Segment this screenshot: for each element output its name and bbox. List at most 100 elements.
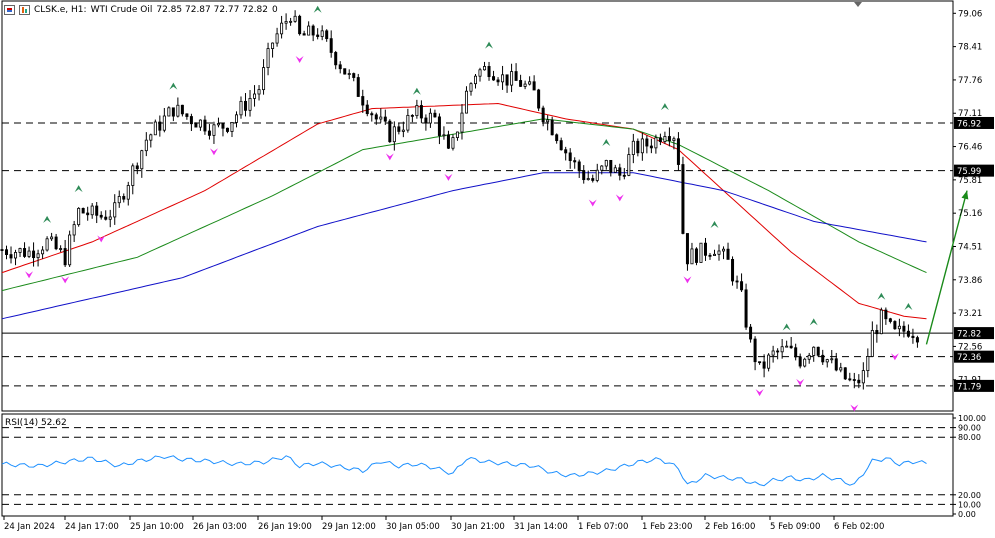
candle-bull: [510, 71, 514, 86]
candle-bear: [875, 330, 879, 335]
candle-bear: [843, 367, 847, 380]
candle-bull: [401, 129, 405, 132]
candle-bull: [275, 33, 279, 44]
candle-bear: [753, 338, 757, 363]
candle-bear: [370, 113, 374, 116]
candle-bull: [167, 107, 171, 117]
candle-bear: [816, 346, 820, 356]
candle-bear: [95, 205, 99, 216]
candle-bear: [203, 119, 207, 132]
candle-bull: [230, 121, 234, 132]
rsi-tick-label: 20.00: [958, 491, 981, 500]
candle-bull: [36, 253, 40, 259]
candle-bear: [487, 66, 491, 77]
candle-bull: [77, 207, 81, 226]
candle-bear: [158, 121, 162, 131]
fractal-down-marker: [97, 235, 106, 243]
chart-header: CLSK.e, H1: WTI Crude Oil 72.85 72.87 72…: [4, 3, 282, 17]
candle-bear: [582, 170, 586, 181]
candle-bear: [352, 73, 356, 78]
candle-bull: [473, 75, 477, 85]
current-price-label-box: [954, 327, 994, 340]
fractal-up-marker: [710, 220, 719, 228]
candle-bull: [50, 236, 54, 240]
candle-bull: [627, 154, 631, 176]
candle-bear: [685, 233, 689, 265]
candle-bear: [564, 149, 568, 154]
candle-bear: [893, 321, 897, 330]
fractal-up-marker: [660, 103, 669, 111]
ma-fast-line: [1, 102, 927, 320]
candle-bear: [726, 248, 730, 260]
candle-bear: [519, 80, 523, 87]
symbol-description: WTI Crude Oil: [90, 5, 153, 15]
candle-bear: [591, 178, 595, 181]
candle-bear: [122, 196, 126, 200]
candle-bear: [676, 138, 680, 165]
price-tick-label: 75.81: [958, 176, 982, 186]
candle-bear: [906, 330, 910, 337]
header-extra: 0: [272, 5, 278, 15]
time-tick-label: 26 Jan 19:00: [258, 522, 312, 532]
candle-bull: [717, 250, 721, 255]
rsi-label: RSI(14) 52.62: [5, 418, 67, 428]
fractal-up-marker: [904, 302, 913, 310]
price-tick-label: 77.76: [958, 76, 982, 86]
candle-bull: [807, 355, 811, 360]
price-tick-label: 76.46: [958, 143, 982, 153]
current-price-label: 72.82: [957, 330, 981, 340]
candle-bull: [586, 178, 590, 181]
candle-bear: [0, 249, 4, 251]
level-price-label-box: [954, 164, 994, 177]
candles: [0, 10, 919, 390]
candle-bull: [271, 42, 275, 49]
fractal-down-marker: [850, 404, 859, 412]
candle-bear: [316, 34, 320, 37]
candle-bull: [415, 105, 419, 117]
candle-bear: [302, 33, 306, 36]
candle-bull: [464, 90, 468, 114]
candle-bull: [212, 124, 216, 136]
candle-bear: [852, 379, 856, 381]
candle-bull: [672, 138, 676, 141]
candle-bull: [140, 150, 144, 170]
candle-bull: [18, 248, 22, 253]
candle-bull: [428, 112, 432, 124]
candle-bear: [649, 145, 653, 149]
chart-shift-marker[interactable]: [854, 2, 862, 7]
candle-bull: [663, 136, 667, 142]
candle-bear: [758, 361, 762, 364]
price-tick-label: 74.51: [958, 242, 982, 252]
level-price-label-box: [954, 350, 994, 363]
fractal-down-marker: [683, 276, 692, 284]
candle-bull: [460, 112, 464, 133]
level-price-label-box: [954, 379, 994, 392]
time-tick-label: 30 Jan 05:00: [386, 522, 440, 532]
chart-type-icon[interactable]: [4, 5, 15, 15]
candle-bull: [392, 126, 396, 143]
candle-bear: [694, 248, 698, 263]
candle-bull: [59, 248, 63, 250]
rsi-tick-label: 90.00: [958, 424, 981, 433]
candle-bull: [280, 22, 284, 35]
candle-bull: [595, 169, 599, 181]
candle-bull: [117, 196, 121, 204]
time-tick-label: 25 Jan 10:00: [130, 522, 184, 532]
chart-window-icon[interactable]: [19, 5, 30, 15]
ma-mid-line: [1, 118, 927, 292]
candle-bear: [397, 126, 401, 132]
candle-bull: [613, 167, 617, 173]
candle-bear: [171, 107, 175, 117]
candle-bear: [361, 96, 365, 106]
candle-bull: [144, 139, 148, 152]
rsi-tick-label: 80.00: [958, 433, 981, 442]
fractal-up-marker: [782, 323, 791, 331]
candle-bull: [897, 325, 901, 330]
candle-bull: [108, 216, 112, 220]
candle-bear: [189, 116, 193, 125]
forecast-arrow[interactable]: [925, 190, 969, 345]
forecast-arrow-head: [961, 190, 969, 200]
forecast-arrow-line: [925, 190, 968, 345]
candle-bear: [86, 212, 90, 216]
